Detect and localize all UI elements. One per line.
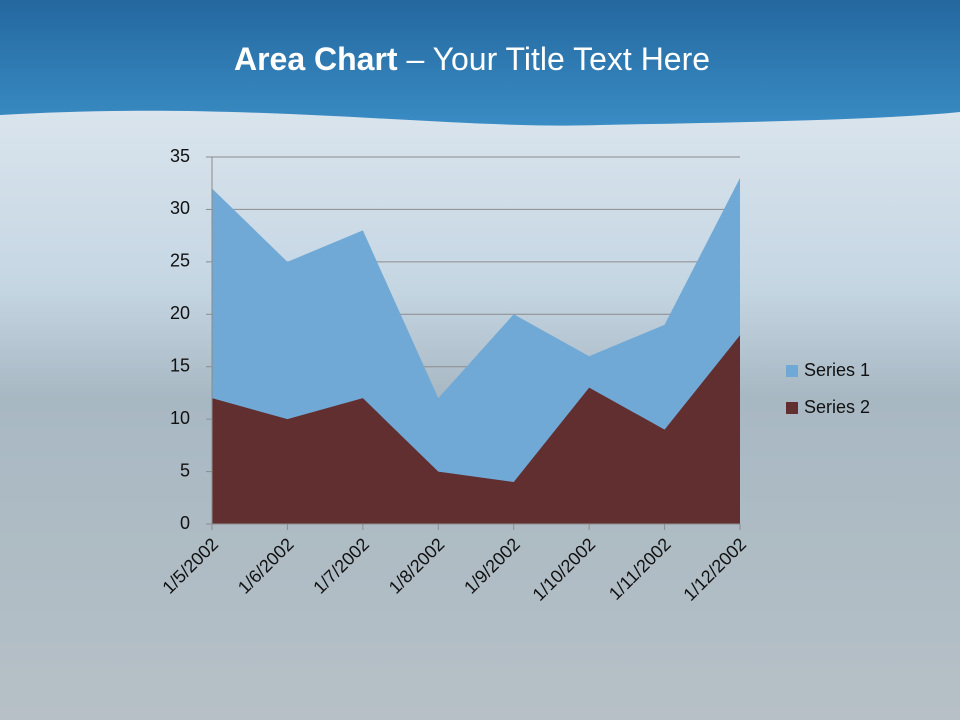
- slide-title: Area Chart – Your Title Text Here: [234, 41, 710, 77]
- y-tick-label: 10: [170, 408, 190, 428]
- legend-label: Series 2: [804, 397, 870, 417]
- legend-swatch: [786, 402, 798, 414]
- area: [212, 335, 740, 524]
- y-tick-label: 30: [170, 198, 190, 218]
- y-tick-label: 15: [170, 355, 190, 375]
- title-rest: – Your Title Text Here: [406, 41, 710, 77]
- legend-swatch: [786, 365, 798, 377]
- y-tick-label: 0: [180, 513, 190, 533]
- y-tick-label: 20: [170, 303, 190, 323]
- y-tick-label: 35: [170, 146, 190, 166]
- y-tick-label: 25: [170, 251, 190, 271]
- y-tick-label: 5: [180, 460, 190, 480]
- legend-label: Series 1: [804, 360, 870, 380]
- header-band: [0, 0, 960, 126]
- title-bold: Area Chart: [234, 41, 398, 77]
